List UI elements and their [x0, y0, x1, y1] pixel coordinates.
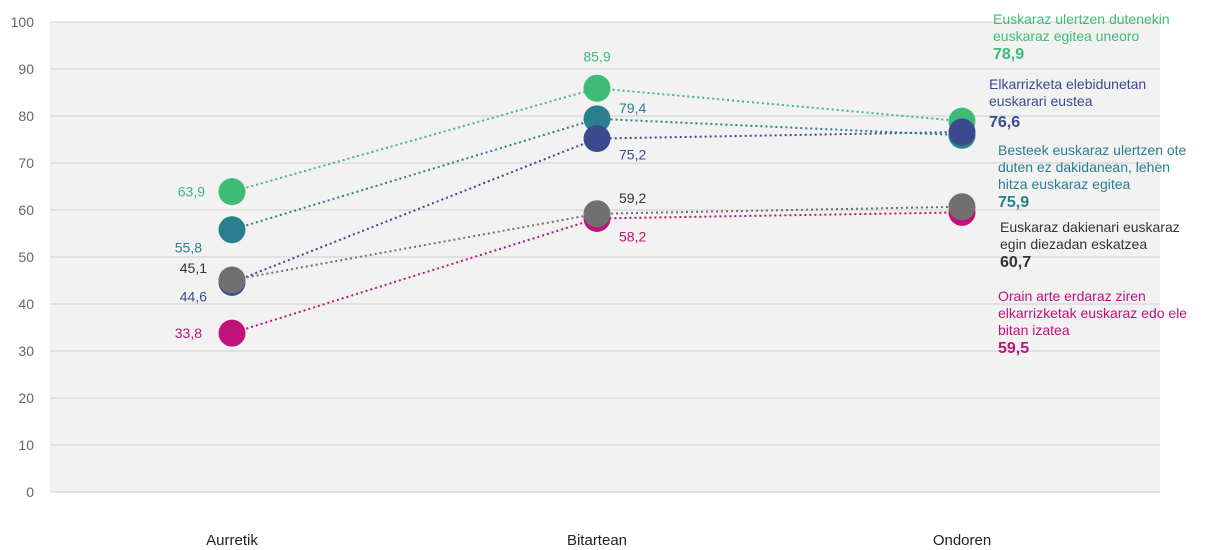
- legend-teal: Besteek euskaraz ulertzen ote duten ez d…: [998, 142, 1198, 213]
- y-tick-label: 40: [18, 296, 34, 312]
- y-tick-label: 70: [18, 155, 34, 171]
- legend-navy-name: Elkarrizketa elebidunetan euskarari eust…: [989, 76, 1147, 109]
- legend-magenta: Orain arte erdaraz ziren elkarrizketak e…: [998, 288, 1213, 359]
- y-axis-ticks: 0 10 20 30 40 50 60 70 80 90 100: [11, 14, 35, 500]
- point-gray-0: [218, 266, 246, 294]
- legend-green-value: 78,9: [993, 46, 1025, 63]
- point-teal-0: [218, 216, 246, 244]
- legend-gray-name: Euskaraz dakienari euskaraz egin diezada…: [1000, 219, 1180, 252]
- point-teal-1: [583, 105, 611, 133]
- legend-navy: Elkarrizketa elebidunetan euskarari eust…: [989, 76, 1204, 110]
- legend-navy-value-box: 76,6: [989, 113, 1020, 133]
- x-axis-categories: Aurretik Bitartean Ondoren: [206, 532, 991, 549]
- y-tick-label: 80: [18, 108, 34, 124]
- data-label-teal-0: 55,8: [175, 240, 202, 256]
- data-label-magenta-0: 33,8: [175, 325, 202, 341]
- point-navy-2: [948, 118, 976, 146]
- legend-green: Euskaraz ulertzen dutenekin euskaraz egi…: [993, 11, 1213, 65]
- y-tick-label: 60: [18, 202, 34, 218]
- legend-magenta-name: Orain arte erdaraz ziren elkarrizketak e…: [998, 288, 1188, 338]
- legend-green-name: Euskaraz ulertzen dutenekin euskaraz egi…: [993, 11, 1170, 44]
- data-label-gray-1: 59,2: [619, 190, 646, 206]
- series-line-green: [231, 87, 963, 193]
- data-labels: 63,9 85,9 44,6 75,2 55,8 79,4 45,1 59,2 33,8 58,2: [175, 48, 647, 341]
- legend-navy-value: 76,6: [989, 114, 1021, 131]
- y-tick-label: 0: [26, 484, 34, 500]
- x-category-label: Bitartean: [567, 532, 627, 549]
- data-label-green-0: 63,9: [178, 184, 205, 200]
- y-tick-label: 10: [18, 437, 34, 453]
- x-category-label: Ondoren: [933, 532, 991, 549]
- gridlines: [50, 21, 1160, 493]
- point-magenta-0: [218, 319, 246, 347]
- series-line-magenta: [231, 211, 963, 335]
- legend-gray: Euskaraz dakienari euskaraz egin diezada…: [1000, 219, 1205, 273]
- y-tick-label: 50: [18, 249, 34, 265]
- y-tick-label: 30: [18, 343, 34, 359]
- point-gray-2: [948, 193, 976, 221]
- legend-magenta-value: 59,5: [998, 340, 1030, 357]
- data-label-magenta-1: 58,2: [619, 228, 646, 244]
- point-green-1: [583, 74, 611, 102]
- series-line-navy: [231, 130, 963, 284]
- x-category-label: Aurretik: [206, 532, 258, 549]
- legend-teal-name: Besteek euskaraz ulertzen ote duten ez d…: [998, 142, 1187, 192]
- y-tick-label: 100: [11, 14, 35, 30]
- data-label-gray-0: 45,1: [180, 260, 207, 276]
- point-navy-1: [583, 125, 611, 153]
- data-label-navy-0: 44,6: [180, 288, 207, 304]
- data-label-navy-1: 75,2: [619, 147, 646, 163]
- data-label-teal-1: 79,4: [619, 100, 646, 116]
- point-green-0: [218, 178, 246, 206]
- legend-teal-value: 75,9: [998, 194, 1030, 211]
- legend-gray-value: 60,7: [1000, 254, 1032, 271]
- point-gray-1: [583, 200, 611, 228]
- series-points: [218, 74, 976, 347]
- y-tick-label: 90: [18, 61, 34, 77]
- y-tick-label: 20: [18, 390, 34, 406]
- data-label-green-1: 85,9: [583, 48, 610, 64]
